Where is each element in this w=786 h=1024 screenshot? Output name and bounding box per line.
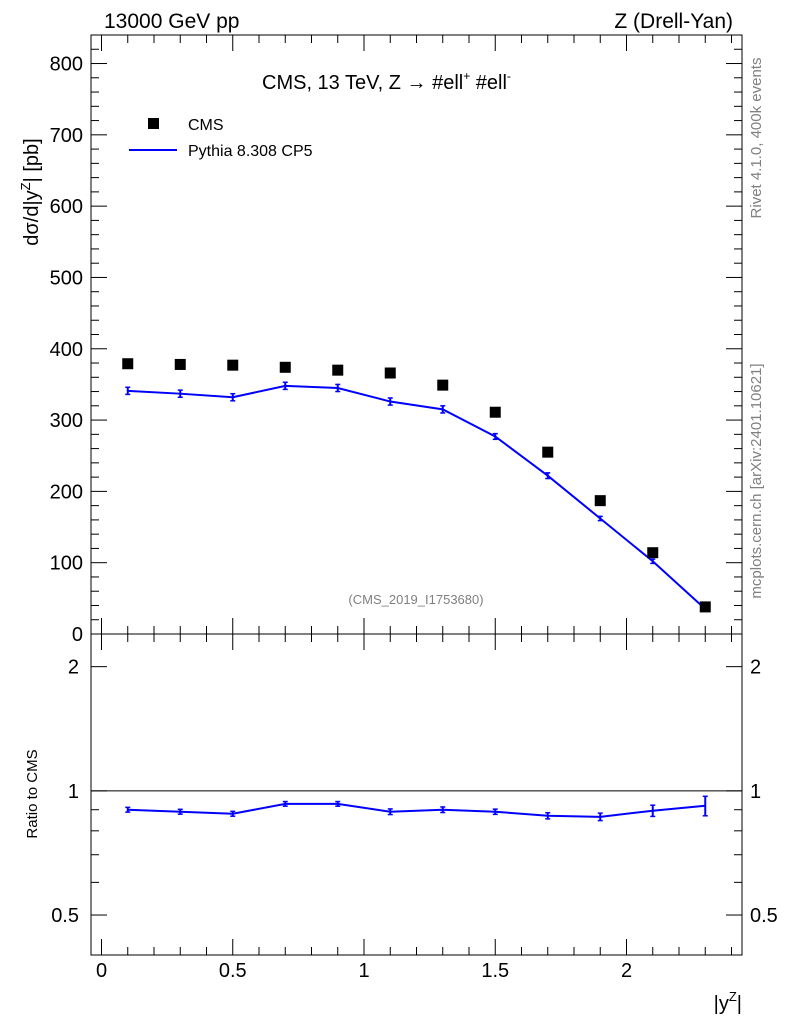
cms-data-point	[594, 495, 606, 507]
main-y-tick-label: 500	[50, 267, 83, 289]
cms-data-point	[437, 379, 449, 391]
main-y-tick-label: 0	[72, 624, 83, 646]
rivet-label: Rivet 4.1.0, 400k events	[748, 58, 765, 219]
cms-data-point	[122, 358, 134, 370]
cms-data-point	[542, 446, 554, 458]
cms-data-point	[699, 601, 711, 613]
main-y-tick-label: 600	[50, 196, 83, 218]
ratio-y-tick-label: 1	[68, 781, 79, 803]
x-tick-label: 1.5	[481, 960, 509, 982]
analysis-id-watermark: (CMS_2019_I1753680)	[348, 592, 483, 607]
ratio-y-tick-label-right: 0.5	[750, 905, 778, 927]
ratio-y-tick-labels: 0.5 0.5 1 1 2 2	[51, 657, 778, 927]
main-y-tick-label: 300	[50, 410, 83, 432]
mcplots-label: mcplots.cern.ch [arXiv:2401.10621]	[748, 363, 765, 598]
x-tick-label: 0	[96, 960, 107, 982]
legend-label-cms: CMS	[188, 117, 224, 134]
main-y-tick-label: 200	[50, 481, 83, 503]
legend: CMS Pythia 8.308 CP5	[129, 117, 313, 160]
cms-data-point	[489, 406, 501, 418]
cms-data-point	[332, 364, 344, 376]
main-y-tick-label: 700	[50, 125, 83, 147]
main-y-tick-label: 800	[50, 54, 83, 76]
ratio-axis-ticks	[91, 634, 742, 956]
x-tick-labels: 0 0.5 1 1.5 2	[96, 960, 632, 982]
header-right: Z (Drell-Yan)	[614, 10, 733, 33]
x-tick-label: 0.5	[219, 960, 247, 982]
y-axis-label: dσ/d|yZ| [pb]	[18, 138, 43, 245]
main-y-tick-label: 100	[50, 553, 83, 575]
header-left: 13000 GeV pp	[104, 10, 239, 33]
plot-title: CMS, 13 TeV, Z → #ell+ #ell-	[262, 69, 511, 94]
main-y-tick-label: 400	[50, 339, 83, 361]
x-axis-label: |yZ|	[714, 989, 742, 1015]
ratio-series	[125, 795, 708, 822]
ratio-line	[127, 802, 706, 818]
cms-series	[122, 358, 711, 613]
legend-label-pythia: Pythia 8.308 CP5	[188, 143, 313, 160]
legend-marker-cms	[148, 118, 159, 129]
main-axis-ticks	[91, 34, 742, 635]
ratio-y-axis-label: Ratio to CMS	[24, 749, 41, 838]
ratio-y-tick-label-right: 2	[750, 657, 761, 679]
ratio-y-tick-label-right: 1	[750, 781, 761, 803]
cms-data-point	[174, 358, 186, 370]
pythia-line	[127, 384, 706, 610]
ratio-plot-frame	[90, 633, 743, 956]
ratio-y-tick-label: 0.5	[51, 905, 79, 927]
cms-data-point	[279, 361, 291, 373]
main-y-tick-labels: 0 100 200 300 400 500 600 700 800	[50, 54, 83, 646]
pythia-series	[125, 381, 708, 612]
cms-data-point	[227, 359, 239, 371]
ratio-y-tick-label: 2	[68, 657, 79, 679]
x-tick-label: 1	[358, 960, 369, 982]
cms-data-point	[647, 547, 659, 559]
cms-data-point	[384, 367, 396, 379]
x-tick-label: 2	[621, 960, 632, 982]
